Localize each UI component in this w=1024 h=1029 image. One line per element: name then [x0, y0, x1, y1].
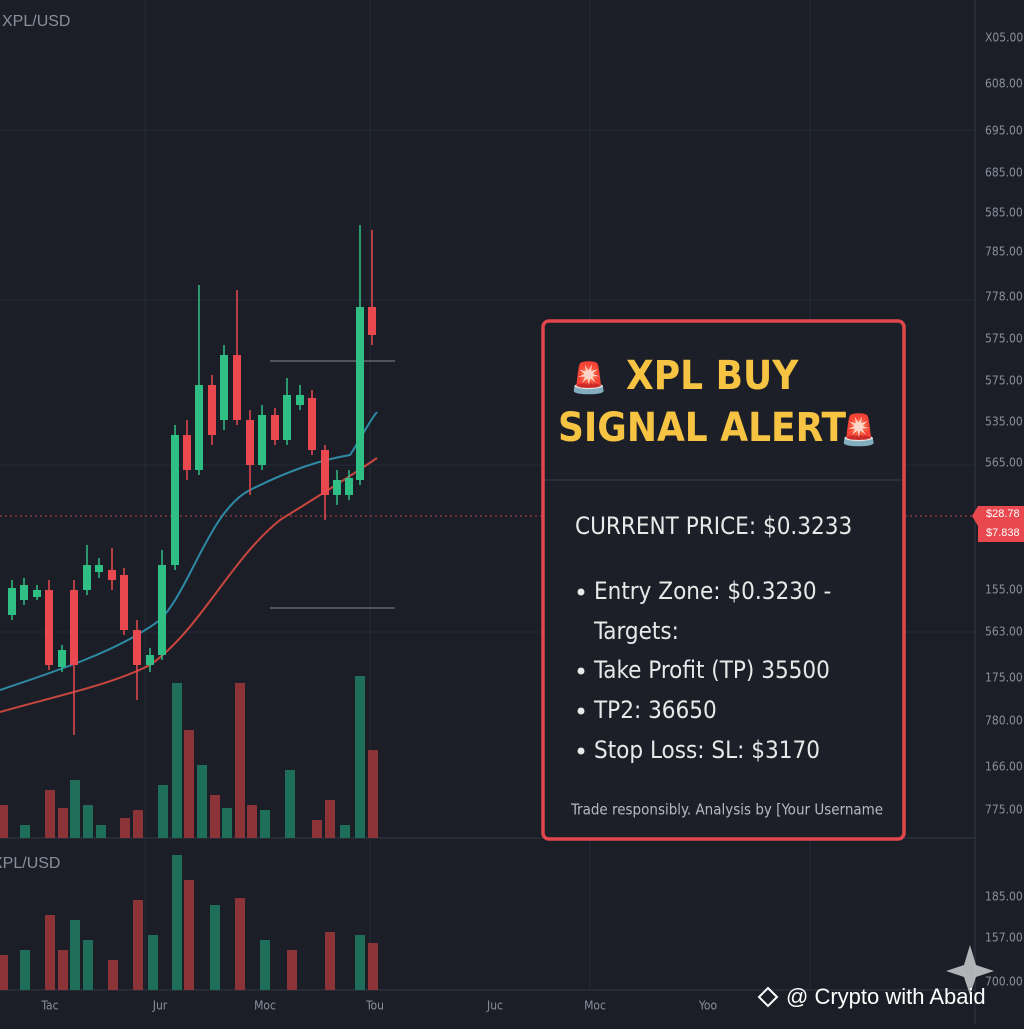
price-tag: $28.78	[986, 508, 1020, 520]
price-label: 185.00	[985, 890, 1023, 904]
price-label: 775.00	[985, 803, 1023, 817]
price-axis: X05.00 608.00 695.00 685.00 585.00 785.00 778.…	[985, 31, 1023, 989]
bullet-text: Take Profit (TP) 35500	[593, 656, 830, 684]
price-label: 785.00	[985, 245, 1023, 259]
bullet-dot	[577, 667, 585, 675]
price-label: 535.00	[985, 415, 1023, 429]
bullet-dot	[577, 588, 585, 596]
sparkle-icon	[946, 945, 994, 995]
price-label: 608.00	[985, 77, 1023, 91]
price-label: 685.00	[985, 166, 1023, 180]
price-label: 565.00	[985, 456, 1023, 470]
targets-label: Targets:	[593, 617, 679, 645]
card-title: SIGNAL ALERT	[558, 405, 847, 451]
bullet-dot	[577, 747, 585, 755]
bullet-text: TP2: 36650	[593, 696, 717, 724]
time-axis: Tac Jur Moc Tou Juc Moc Yoo	[40, 999, 717, 1013]
bullet-text: Stop Loss: SL: $3170	[594, 736, 820, 764]
price-label: 166.00	[985, 760, 1023, 774]
price-label: 700.00	[985, 975, 1023, 989]
candles	[8, 225, 376, 735]
time-label: Yoo	[698, 999, 718, 1013]
price-label: 175.00	[985, 671, 1023, 685]
siren-icon: 🚨	[570, 360, 607, 395]
time-label: Tou	[365, 999, 384, 1013]
price-label: 155.00	[985, 583, 1023, 597]
card-title: XPL BUY	[626, 353, 799, 399]
price-label: 575.00	[985, 332, 1023, 346]
bullet-dot	[577, 707, 585, 715]
current-price: CURRENT PRICE: $0.3233	[575, 512, 852, 540]
panel-label: XPL/USD	[0, 855, 60, 872]
logo-icon	[757, 986, 779, 1008]
siren-icon: 🚨	[840, 412, 877, 447]
price-label: X05.00	[985, 31, 1023, 45]
price-label: 157.00	[985, 931, 1023, 945]
price-tag: $7.838	[986, 527, 1020, 539]
symbol-label: XPL/USD	[2, 13, 70, 30]
time-label: Juc	[486, 999, 503, 1013]
time-label: Jur	[152, 999, 168, 1013]
time-label: Moc	[584, 999, 606, 1013]
price-label: 695.00	[985, 124, 1023, 138]
price-label: 575.00	[985, 374, 1023, 388]
price-label: 585.00	[985, 206, 1023, 220]
card-footer: Trade responsibly. Analysis by [Your Use…	[570, 801, 883, 819]
price-label: 778.00	[985, 290, 1023, 304]
time-label: Tac	[40, 999, 58, 1013]
watermark: @ Crypto with Abaid	[786, 984, 986, 1009]
time-label: Moc	[254, 999, 276, 1013]
price-label: 563.00	[985, 625, 1023, 639]
volume	[0, 676, 378, 990]
signal-card: 🚨 🚨 XPL BUY SIGNAL ALERT CURRENT PRICE: …	[541, 319, 906, 841]
moving-average	[0, 411, 378, 691]
bullet-text: Entry Zone: $0.3230 -	[594, 577, 831, 605]
price-label: 780.00	[985, 714, 1023, 728]
price-tags: $28.78 $7.838	[972, 506, 1024, 542]
